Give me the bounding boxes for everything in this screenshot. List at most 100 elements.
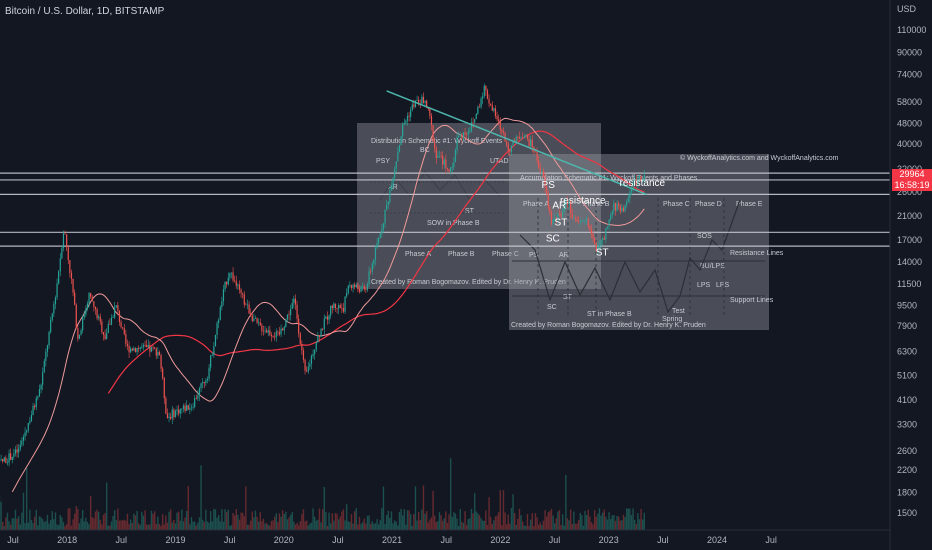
candle-body xyxy=(150,347,153,352)
volume-bar xyxy=(528,525,530,530)
candle-body xyxy=(200,383,202,389)
candle-body xyxy=(51,313,53,320)
price-axis[interactable]: USD 1500 1800 2200 2600 3300 4100 5100 6300 7900 9… xyxy=(889,0,932,550)
candle-body xyxy=(480,98,482,108)
symbol-title[interactable]: Bitcoin / U.S. Dollar, 1D, BITSTAMP xyxy=(5,6,165,17)
candle-body xyxy=(448,169,450,172)
price-tick-label: 6300 xyxy=(897,347,917,357)
time-axis[interactable]: Jul 2018 Jul 2019 Jul 2020 Jul 2021 Jul 2022 Jul 20… xyxy=(0,529,890,545)
candle-body xyxy=(331,305,333,309)
candle-body xyxy=(354,284,356,288)
volume-bar xyxy=(313,516,316,530)
candle-body xyxy=(454,149,457,162)
candle-body xyxy=(78,334,81,339)
volume-bar xyxy=(536,517,538,530)
price-tick-label: 1800 xyxy=(897,487,917,497)
candle-body xyxy=(357,284,359,289)
volume-bar xyxy=(85,517,87,530)
candle-body xyxy=(288,314,290,316)
candle-body xyxy=(70,272,73,279)
candle-body xyxy=(75,304,77,329)
candle-body xyxy=(590,229,593,234)
candle-body xyxy=(402,124,404,137)
candle-body xyxy=(222,289,225,302)
volume-bar xyxy=(102,514,105,530)
volume-bar xyxy=(166,522,169,530)
volume-bar xyxy=(281,510,284,530)
volume-bar xyxy=(206,521,209,530)
volume-bar xyxy=(208,522,210,530)
volume-bar xyxy=(65,524,68,530)
candle-body xyxy=(406,115,409,121)
volume-bar xyxy=(369,523,372,530)
candle-body xyxy=(368,271,370,284)
volume-bar xyxy=(371,521,373,530)
candle-body xyxy=(509,150,511,152)
annotation-label: PS xyxy=(542,180,556,191)
volume-bar xyxy=(171,522,173,530)
volume-bar xyxy=(323,486,325,530)
volume-bar xyxy=(19,524,21,530)
volume-bar xyxy=(582,525,585,530)
candle-body xyxy=(405,120,407,123)
volume-bar xyxy=(0,501,2,530)
price-tick-label: 48000 xyxy=(897,118,922,128)
candle-body xyxy=(232,272,234,281)
candle-body xyxy=(56,283,58,298)
candle-body xyxy=(490,103,492,106)
distribution-label: ST xyxy=(465,208,475,215)
volume-bar xyxy=(174,523,177,530)
volume-bar xyxy=(14,509,17,530)
candle-body xyxy=(637,179,639,186)
volume-bar xyxy=(352,523,354,530)
candle-body xyxy=(178,409,180,414)
candle-body xyxy=(246,304,249,306)
volume-bar xyxy=(126,513,129,530)
volume-bar xyxy=(59,514,61,530)
volume-bar xyxy=(181,509,183,530)
candle-body xyxy=(302,350,305,360)
candle-body xyxy=(102,331,105,335)
candle-body xyxy=(592,233,594,239)
volume-bar xyxy=(606,519,609,530)
candle-body xyxy=(155,348,157,356)
price-tick-label: 74000 xyxy=(897,70,922,80)
candle-body xyxy=(379,233,381,238)
volume-bar xyxy=(6,512,9,530)
volume-bar xyxy=(144,510,146,530)
candle-body xyxy=(38,389,41,397)
volume-bar xyxy=(1,521,4,530)
candle-body xyxy=(226,281,228,285)
volume-bar xyxy=(337,519,340,530)
volume-bar xyxy=(219,521,221,530)
candle-body xyxy=(403,122,405,125)
candle-body xyxy=(602,238,604,241)
volume-bar xyxy=(395,521,397,530)
accumulation-title: Accumulation Schematic #1: Wyckoff Event… xyxy=(520,175,698,182)
candle-body xyxy=(93,301,95,307)
accumulation-label: Spring xyxy=(662,316,682,323)
candle-body xyxy=(136,348,138,353)
candle-body xyxy=(518,136,521,139)
candle-body xyxy=(619,205,621,212)
candle-body xyxy=(298,318,300,334)
candle-body xyxy=(341,307,343,309)
price-tick-label: 110000 xyxy=(897,25,926,35)
candle-body xyxy=(42,372,44,385)
candle-body xyxy=(554,217,556,220)
candle-body xyxy=(304,359,306,371)
moving-average-slow xyxy=(107,130,645,394)
volume-bar xyxy=(165,515,167,530)
volume-bar xyxy=(601,512,604,530)
candle-body xyxy=(86,303,89,309)
time-tick-label: Jul xyxy=(549,535,561,545)
volume-bar xyxy=(544,510,546,530)
volume-bar xyxy=(461,521,463,530)
time-tick-label: 2023 xyxy=(599,535,619,545)
candle-body xyxy=(98,316,100,319)
volume-bar xyxy=(633,519,636,530)
volume-bar xyxy=(344,520,346,530)
descending-trendline xyxy=(386,90,647,196)
volume-bar xyxy=(30,519,33,530)
